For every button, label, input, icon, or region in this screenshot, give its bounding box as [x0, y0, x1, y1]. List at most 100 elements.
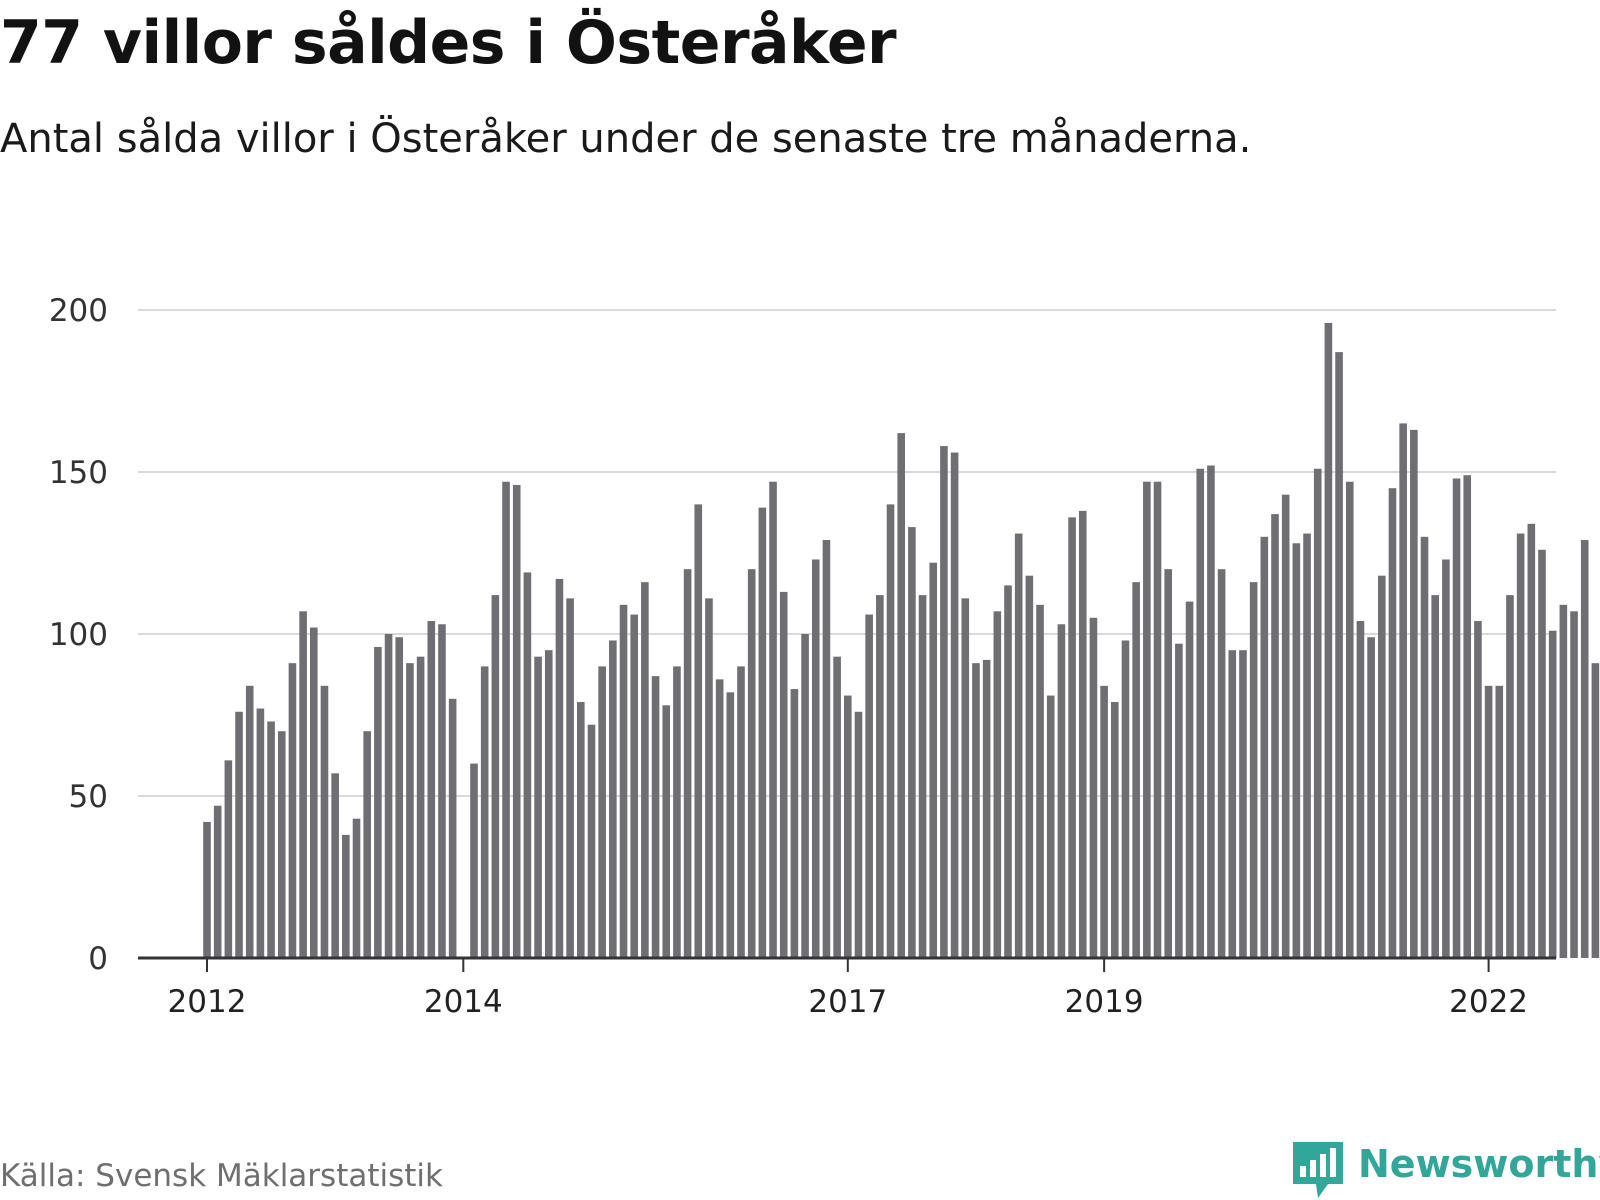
- bar: [1228, 650, 1237, 958]
- bar: [406, 663, 414, 958]
- bar: [534, 656, 542, 958]
- bar: [673, 666, 681, 958]
- bar: [555, 578, 564, 958]
- bar: [310, 627, 318, 958]
- bar: [1452, 478, 1461, 958]
- bar: [427, 621, 436, 958]
- bar: [267, 721, 275, 958]
- bar: [1420, 536, 1429, 958]
- bar: [897, 433, 905, 958]
- bar: [374, 646, 382, 958]
- bar: [395, 637, 404, 958]
- bar: [438, 624, 446, 958]
- bar: [1004, 585, 1012, 958]
- bar: [235, 711, 243, 958]
- bar: [609, 640, 617, 958]
- bar: [1431, 595, 1439, 958]
- bar: [1057, 624, 1066, 958]
- bar: [1313, 468, 1322, 958]
- bar: [1345, 481, 1354, 958]
- y-tick-label: 100: [49, 617, 108, 653]
- x-tick-label: 2014: [424, 984, 503, 1020]
- y-tick-label: 150: [49, 455, 108, 491]
- x-tick-label: 2022: [1449, 984, 1528, 1020]
- bar: [491, 595, 500, 958]
- bar: [1175, 643, 1183, 958]
- labels: 0501001502002012201420172019202220247777: [49, 293, 1528, 1020]
- bar: [758, 507, 767, 958]
- bar: [1281, 494, 1290, 958]
- bar: [1271, 514, 1279, 958]
- bar: [1410, 429, 1418, 958]
- bar: [972, 663, 980, 958]
- bar: [1078, 510, 1087, 958]
- bar: [662, 705, 671, 958]
- bar: [1260, 536, 1269, 958]
- bar: [1367, 637, 1375, 958]
- bar: [1559, 604, 1568, 958]
- bar-chart: 0501001502002012201420172019202220247777: [49, 293, 1600, 1020]
- bar: [245, 685, 254, 958]
- y-tick-label: 50: [69, 779, 108, 815]
- y-tick-label: 0: [88, 941, 108, 977]
- bar: [1239, 650, 1247, 958]
- bar: [384, 634, 393, 958]
- bar: [1580, 540, 1589, 958]
- bar: [801, 634, 809, 958]
- bar: [1463, 475, 1472, 958]
- bar: [865, 614, 873, 958]
- bar: [1249, 582, 1258, 958]
- bar: [747, 569, 756, 958]
- bar: [470, 763, 478, 958]
- bar: [598, 666, 606, 958]
- bar: [876, 595, 884, 958]
- bar: [1196, 468, 1205, 958]
- bar: [961, 598, 970, 958]
- bar: [416, 656, 425, 958]
- bar: [619, 604, 628, 958]
- bar: [715, 679, 724, 958]
- bar: [1089, 617, 1098, 958]
- bar: [523, 572, 532, 958]
- bar: [512, 484, 521, 958]
- x-tick-label: 2012: [168, 984, 247, 1020]
- bar: [566, 598, 574, 958]
- bar: [1100, 685, 1108, 958]
- y-tick-label: 200: [49, 293, 108, 329]
- bar: [1527, 523, 1536, 958]
- brand-logo[interactable]: Newsworthy: [1290, 1140, 1600, 1200]
- bar: [203, 821, 211, 958]
- bar: [940, 446, 948, 958]
- bar: [1111, 702, 1119, 958]
- bar: [1335, 352, 1343, 958]
- brand-name: Newsworthy: [1358, 1142, 1600, 1186]
- bar: [342, 834, 350, 958]
- source-note: Källa: Svensk Mäklarstatistik: [0, 1158, 443, 1194]
- bar: [1516, 533, 1525, 958]
- x-tick-label: 2019: [1065, 984, 1144, 1020]
- bar: [908, 527, 916, 958]
- bar: [1303, 533, 1311, 958]
- bar: [822, 540, 831, 958]
- bar: [1153, 481, 1162, 958]
- bar: [1207, 465, 1215, 958]
- bar: [320, 685, 329, 958]
- bar: [480, 666, 489, 958]
- bar: [577, 702, 585, 958]
- chart-title: 77 villor såldes i Österåker: [0, 8, 897, 78]
- bar: [982, 659, 991, 958]
- bar: [683, 569, 692, 958]
- bar: [1538, 549, 1546, 958]
- bar: [1378, 575, 1386, 958]
- bar: [790, 689, 799, 958]
- bar: [224, 760, 233, 958]
- bar: [299, 611, 307, 958]
- bar: [641, 582, 649, 958]
- bar: [331, 773, 339, 958]
- bar: [587, 724, 596, 958]
- bar: [448, 698, 457, 958]
- bar: [726, 692, 735, 958]
- bar: [929, 562, 938, 958]
- bar: [1036, 604, 1044, 958]
- bar: [737, 666, 745, 958]
